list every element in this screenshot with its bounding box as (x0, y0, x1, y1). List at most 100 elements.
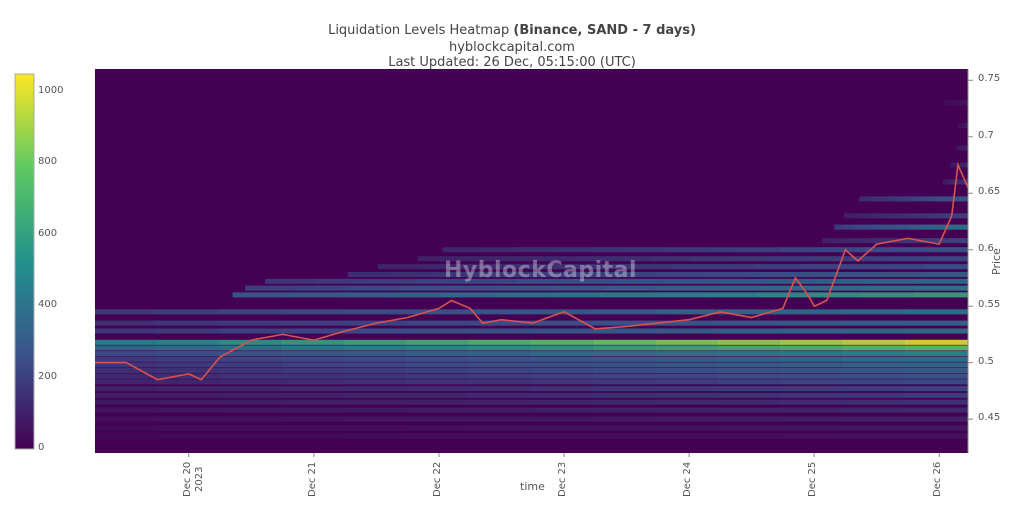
liquidation-band-cell (406, 407, 470, 413)
liquidation-band-cell (157, 407, 221, 413)
liquidation-band-cell (593, 356, 657, 362)
liquidation-band-cell (928, 256, 969, 262)
liquidation-band-cell (593, 416, 657, 422)
liquidation-band-cell (862, 224, 873, 230)
liquidation-band-cell (905, 407, 969, 413)
liquidation-band-cell (95, 379, 158, 385)
liquidation-band-cell (866, 196, 876, 202)
liquidation-band-cell (469, 362, 532, 368)
liquidation-band-cell (469, 368, 532, 374)
liquidation-band-cell (843, 399, 907, 405)
liquidation-band-cell (780, 351, 844, 357)
liquidation-band-cell (956, 100, 959, 106)
liquidation-band-cell (630, 247, 669, 253)
liquidation-band-cell (399, 285, 453, 291)
liquidation-band-cell (780, 425, 844, 431)
liquidation-band-cell (859, 196, 868, 202)
y-tick-label: 0.5 (978, 355, 994, 367)
liquidation-band-cell (593, 399, 657, 405)
liquidation-band-cell (417, 256, 458, 262)
liquidation-band-cell (959, 100, 962, 106)
liquidation-band-cell (879, 272, 925, 278)
liquidation-band-cell (406, 373, 470, 379)
liquidation-band-cell (905, 309, 969, 315)
liquidation-band-cell (265, 278, 316, 284)
liquidation-band-cell (406, 392, 470, 398)
liquidation-band-cell (914, 213, 925, 219)
liquidation-band-cell (843, 368, 907, 374)
liquidation-band-cell (956, 145, 958, 151)
liquidation-band-cell (344, 309, 408, 315)
liquidation-band-cell (881, 224, 893, 230)
liquidation-band-cell (344, 328, 408, 334)
liquidation-band-cell (593, 345, 657, 351)
liquidation-band-cell (219, 373, 283, 379)
liquidation-band-cell (656, 339, 720, 345)
liquidation-band-cell (949, 100, 952, 106)
liquidation-band-cell (672, 264, 716, 270)
liquidation-band-cell (95, 407, 158, 413)
liquidation-band-cell (790, 272, 836, 278)
liquidation-band-cell (921, 196, 930, 202)
liquidation-band-cell (916, 285, 969, 291)
liquidation-band-cell (965, 122, 968, 129)
liquidation-band-cell (547, 292, 601, 298)
liquidation-band-cell (406, 379, 470, 385)
liquidation-band-cell (718, 386, 782, 392)
liquidation-band-cell (554, 285, 608, 291)
liquidation-band-cell (469, 309, 532, 315)
liquidation-band-cell (718, 320, 782, 326)
liquidation-band-cell (469, 407, 532, 413)
liquidation-band-cell (95, 425, 158, 431)
liquidation-band-cell (799, 264, 842, 270)
liquidation-band-cell (535, 256, 576, 262)
liquidation-band-cell (955, 162, 958, 168)
liquidation-band-cell (516, 278, 567, 284)
liquidation-band-cell (959, 122, 961, 129)
liquidation-band-cell (963, 122, 965, 129)
liquidation-band-cell (282, 425, 345, 431)
liquidation-band-cell (780, 328, 844, 334)
liquidation-band-cell (746, 272, 792, 278)
liquidation-band-cell (957, 100, 961, 106)
liquidation-band-cell (843, 392, 907, 398)
liquidation-band-cell (95, 309, 158, 315)
liquidation-band-cell (961, 162, 964, 168)
liquidation-band-cell (282, 373, 345, 379)
liquidation-band-cell (942, 179, 946, 185)
liquidation-band-cell (958, 224, 969, 230)
y-tick-label: 0.75 (978, 73, 1001, 85)
liquidation-band-cell (574, 256, 615, 262)
liquidation-band-cell (282, 356, 345, 362)
liquidation-band-cell (656, 328, 720, 334)
liquidation-band-cell (771, 256, 812, 262)
liquidation-band-cell (874, 196, 884, 202)
liquidation-band-cell (592, 247, 631, 253)
liquidation-band-cell (905, 351, 969, 357)
liquidation-band-cell (966, 179, 969, 185)
liquidation-band-cell (469, 345, 532, 351)
liquidation-band-cell (232, 292, 286, 298)
liquidation-band-cell (890, 196, 899, 202)
liquidation-band-cell (593, 379, 657, 385)
liquidation-band-cell (406, 386, 470, 392)
liquidation-band-cell (923, 213, 934, 219)
liquidation-band-cell (593, 407, 657, 413)
liquidation-band-cell (480, 272, 526, 278)
liquidation-band-cell (95, 433, 158, 439)
liquidation-band-cell (841, 264, 885, 270)
liquidation-band-cell (593, 351, 657, 357)
liquidation-band-cell (219, 379, 283, 385)
liquidation-band-cell (817, 247, 856, 253)
liquidation-band-cell (157, 386, 221, 392)
liquidation-band-cell (406, 345, 470, 351)
x-tick-label: Dec 25 (807, 461, 819, 497)
liquidation-band-cell (843, 351, 907, 357)
liquidation-band-cell (593, 339, 657, 345)
liquidation-band-cell (465, 278, 517, 284)
liquidation-band-cell (843, 345, 907, 351)
y-tick-label: 0.65 (978, 186, 1001, 198)
liquidation-band-cell (442, 247, 481, 253)
liquidation-band-cell (709, 285, 762, 291)
